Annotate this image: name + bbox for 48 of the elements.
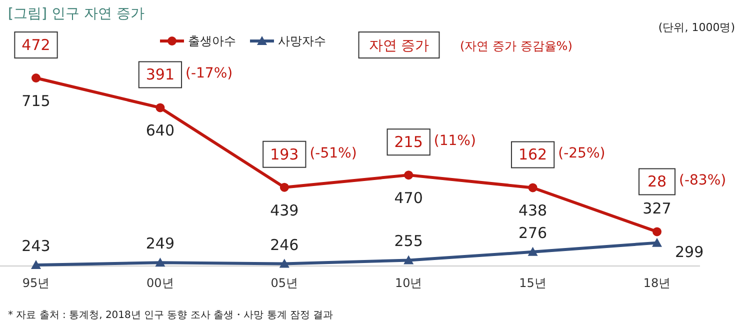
annotation: 162 xyxy=(518,146,548,164)
point xyxy=(652,227,662,236)
annotation: 391 xyxy=(146,66,175,84)
text: 자연 증가 xyxy=(368,38,430,54)
data-label: 327 xyxy=(642,200,672,218)
x-tick-label: 95년 xyxy=(22,276,50,290)
chart-title: [그림] 인구 자연 증가 xyxy=(8,6,144,22)
data-label: 439 xyxy=(270,201,299,220)
data-label: 249 xyxy=(146,234,175,253)
data-label: 246 xyxy=(270,236,299,254)
annotation: (-17%) xyxy=(186,66,233,82)
annotation: 193 xyxy=(270,145,299,164)
point xyxy=(280,182,289,192)
annotation: 28 xyxy=(647,172,667,191)
point xyxy=(155,258,166,267)
x-tick-label: 00년 xyxy=(146,276,174,290)
data-label: 640 xyxy=(146,122,175,140)
x-tick-label: 10년 xyxy=(394,276,422,290)
annotation: 215 xyxy=(394,133,423,152)
annotation: 472 xyxy=(22,36,50,54)
x-tick-label: 18년 xyxy=(643,276,671,290)
data-label: 299 xyxy=(675,242,704,261)
annotation: (-25%) xyxy=(558,146,606,162)
legend-label: 사망자수 xyxy=(278,34,326,48)
point xyxy=(32,74,40,82)
annotation: (-51%) xyxy=(310,145,357,162)
legend-label: 출생아수 xyxy=(188,34,236,48)
text: (단위, 1000명) xyxy=(658,21,735,34)
annotation: (11%) xyxy=(434,133,476,150)
annotation: (-83%) xyxy=(679,172,726,189)
point xyxy=(31,260,41,269)
point xyxy=(528,183,538,192)
point xyxy=(404,255,414,264)
x-tick-label: 15년 xyxy=(519,276,546,290)
x-tick-label: 05년 xyxy=(270,276,298,290)
data-label: 470 xyxy=(394,189,423,208)
text: * 자료 출처 : 통계청, 2018년 인구 동향 조사 출생・사망 통계 잠정 결과 xyxy=(8,310,334,321)
point xyxy=(528,246,538,256)
data-label: 243 xyxy=(22,237,50,255)
data-label: 276 xyxy=(518,224,548,242)
data-label: 715 xyxy=(22,92,50,110)
data-label: 255 xyxy=(394,232,423,250)
point xyxy=(404,170,414,180)
point xyxy=(156,103,165,112)
data-label: 438 xyxy=(518,202,548,220)
point xyxy=(652,238,662,247)
point xyxy=(279,258,290,268)
text: (자연 증가 증감율%) xyxy=(460,39,572,53)
